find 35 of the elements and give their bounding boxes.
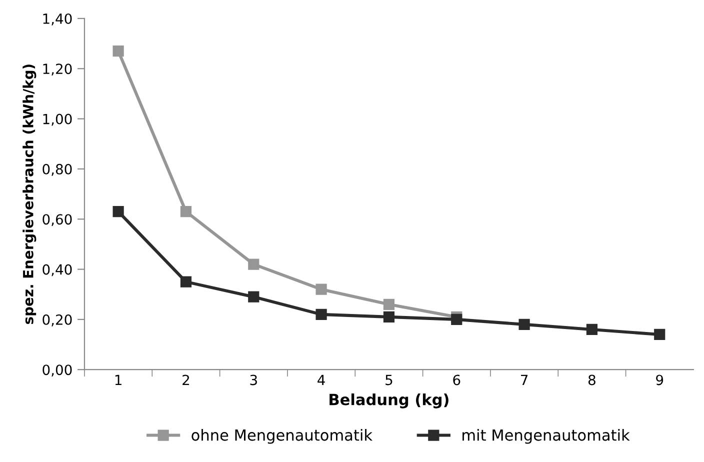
y-tick-label: 1,20 bbox=[43, 64, 72, 76]
point bbox=[248, 258, 260, 270]
point bbox=[316, 308, 327, 320]
y-axis-title: spez. Energieverbrauch (kWh/kg) bbox=[22, 64, 36, 324]
point bbox=[383, 298, 395, 310]
point bbox=[112, 206, 124, 218]
point bbox=[180, 206, 192, 218]
point bbox=[180, 276, 192, 288]
x-tick-label: 5 bbox=[386, 374, 392, 386]
y-tick-label: 1,00 bbox=[43, 114, 72, 126]
legend-label: ohne Mengenautomatik bbox=[192, 428, 372, 444]
point bbox=[654, 328, 666, 340]
x-axis-title: Beladung (kg) bbox=[330, 393, 448, 408]
point bbox=[112, 46, 124, 57]
x-tick-label: 4 bbox=[318, 374, 325, 386]
point bbox=[316, 284, 327, 295]
y-tick-label: 0,20 bbox=[42, 314, 72, 326]
x-tick-label: 7 bbox=[521, 374, 528, 386]
point bbox=[248, 291, 260, 302]
x-tick-label: 6 bbox=[453, 374, 460, 386]
x-tick-label: 9 bbox=[656, 374, 664, 386]
x-tick-label: 3 bbox=[250, 374, 257, 386]
y-tick-label: 0,40 bbox=[42, 264, 72, 276]
legend-label: mit Mengenautomatik bbox=[462, 428, 630, 444]
point bbox=[518, 318, 530, 330]
y-tick-label: 0,00 bbox=[42, 364, 72, 376]
y-tick-label: 0,80 bbox=[42, 164, 72, 176]
y-tick-label: 0,60 bbox=[42, 214, 72, 226]
point bbox=[383, 311, 395, 322]
x-tick-label: 8 bbox=[588, 374, 596, 386]
x-tick-label: 1 bbox=[115, 374, 122, 386]
point bbox=[451, 314, 462, 325]
y-tick-label: 1,40 bbox=[43, 13, 72, 26]
x-tick-label: 2 bbox=[182, 374, 189, 386]
point bbox=[586, 324, 598, 336]
